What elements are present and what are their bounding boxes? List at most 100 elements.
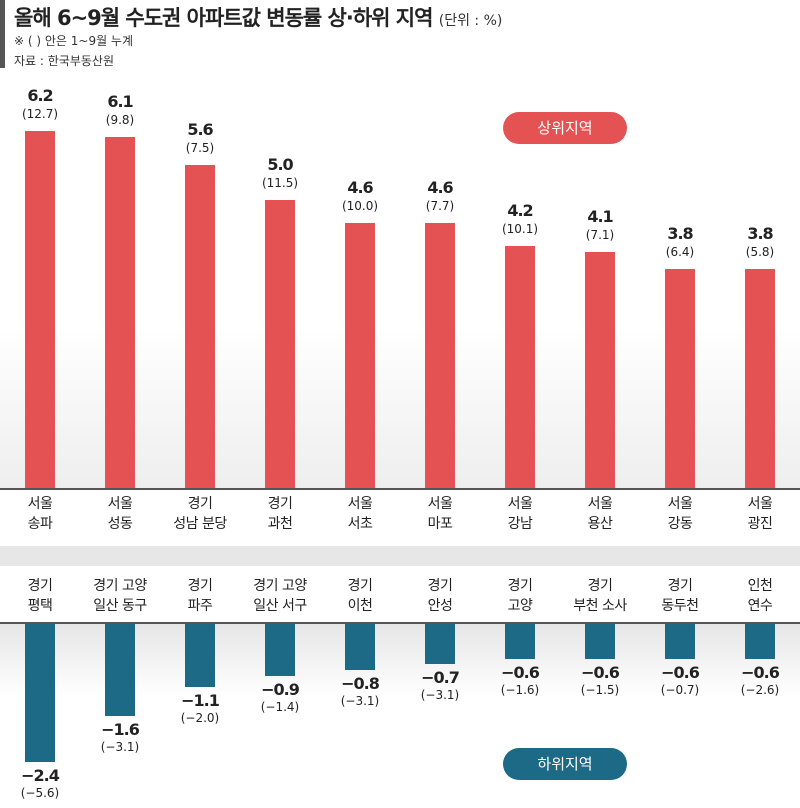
category-label: 서울 [507,496,533,512]
cumulative-label: (10.0) [341,199,379,214]
note: ※ ( ) 안은 1~9월 누계 [14,34,134,48]
cumulative-label: (−3.1) [420,688,460,703]
cumulative-label: (−0.7) [660,682,700,697]
category-label: 파주 [187,598,213,614]
category-label: 경기 [187,578,213,594]
legend-top: 상위지역 [503,112,627,144]
category-label: 경기 [507,578,533,594]
legend-bottom: 하위지역 [503,748,627,780]
category-label: 경기 [587,578,613,594]
value-label: −0.7 [421,668,460,688]
cumulative-label: (7.5) [185,141,215,156]
bar-bottom [745,624,775,659]
category-label: 서울 [347,496,373,512]
bar-top [585,251,615,488]
value-label: −0.6 [661,662,700,682]
category-label: 서울 [667,496,693,512]
bar-bottom [665,624,695,659]
category-label: 인천 [747,578,773,594]
bar-bottom [265,624,295,676]
value-label: 4.6 [427,178,453,198]
bar-top [425,223,455,488]
bottom-baseline [0,622,800,624]
category-label: 용산 [587,516,613,532]
category-label: 일산 동구 [93,598,147,614]
bar-bottom [425,624,455,665]
bar-bottom [25,624,55,763]
title-accent-bar [0,0,5,68]
bar-bottom [345,624,375,671]
value-label: −2.4 [21,766,60,786]
category-label: 성동 [107,516,133,532]
cumulative-label: (−1.6) [500,682,540,697]
bar-bottom [105,624,135,717]
category-label: 경기 [27,578,53,594]
value-label: −0.9 [261,679,300,699]
bar-top [345,223,375,488]
category-label: 경기 고양 [253,578,307,594]
bar-top [505,246,535,488]
category-label: 평택 [27,598,53,614]
category-label: 동두천 [661,598,699,614]
top-baseline [0,488,800,490]
cumulative-label: (10.1) [501,222,539,237]
category-label: 마포 [427,516,453,532]
category-label: 일산 서구 [253,598,307,614]
category-label: 경기 고양 [93,578,147,594]
value-label: −1.1 [181,691,220,711]
value-label: 5.0 [267,155,293,174]
cumulative-label: (12.7) [21,106,59,121]
category-label: 고양 [507,598,533,614]
category-label: 강남 [507,516,533,532]
chart-title: 올해 6~9월 수도권 아파트값 변동률 상·하위 지역 (단위 : %) [14,2,502,32]
category-label: 경기 [347,578,373,594]
category-label: 경기 [667,578,693,594]
category-label: 서울 [27,496,53,512]
cumulative-label: (−1.4) [260,699,300,714]
category-label: 서울 [427,496,453,512]
category-label: 연수 [747,598,773,614]
value-label: 6.1 [107,91,133,111]
bar-top [105,136,135,488]
category-label: 경기 [427,578,453,594]
bar-top [185,165,215,488]
cumulative-label: (−2.6) [740,682,780,697]
category-label: 서울 [747,496,773,512]
category-label: 경기 [187,496,213,512]
value-label: 6.2 [27,85,53,105]
cumulative-label: (−2.0) [180,711,220,726]
cumulative-label: (6.4) [665,245,695,260]
bar-bottom [505,624,535,659]
category-label: 안성 [427,598,453,614]
value-label: −0.6 [581,662,620,682]
cumulative-label: (11.5) [261,176,299,190]
category-label: 서울 [587,496,613,512]
value-label: −0.6 [741,662,780,682]
unit-label: (단위 : %) [438,13,503,29]
value-label: 3.8 [747,224,773,244]
value-label: −0.6 [501,662,540,682]
cumulative-label: (−3.1) [100,740,140,755]
value-label: 4.1 [587,206,613,226]
cumulative-label: (−5.6) [20,786,60,801]
category-label: 광진 [747,516,773,532]
cumulative-label: (−1.5) [580,682,620,697]
bar-bottom [585,624,615,659]
bar-top [265,200,295,488]
bar-top [745,269,775,488]
category-label: 부천 소사 [573,598,627,614]
value-label: −0.8 [341,674,380,694]
bar-bottom [185,624,215,688]
title-text: 올해 6~9월 수도권 아파트값 변동률 상·하위 지역 [14,6,433,30]
value-label: 4.2 [507,201,533,221]
category-label: 경기 [267,496,293,512]
value-label: 3.8 [667,224,693,244]
value-label: 5.6 [187,120,213,140]
bar-top [665,269,695,488]
category-label: 성남 분당 [173,516,227,532]
cumulative-label: (7.1) [585,227,615,242]
category-label: 이천 [347,598,373,614]
cumulative-label: (5.8) [745,245,775,260]
category-label: 과천 [267,516,293,532]
